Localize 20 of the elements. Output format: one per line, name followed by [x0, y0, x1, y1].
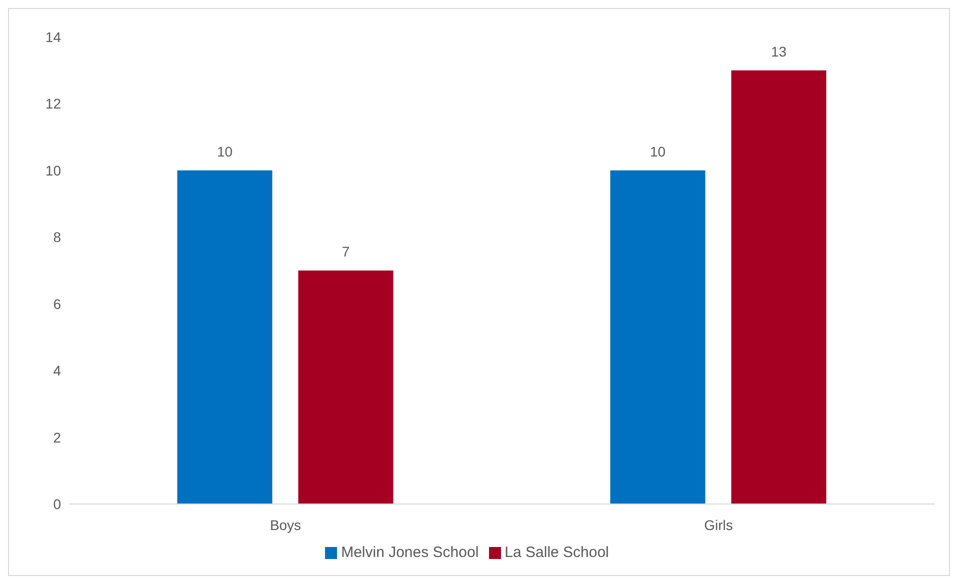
bar — [731, 70, 826, 504]
legend-label: La Salle School — [504, 544, 609, 561]
x-tick-label: Boys — [270, 516, 302, 533]
data-label: 10 — [650, 143, 666, 160]
y-tick-label: 8 — [53, 229, 62, 246]
y-tick-label: 14 — [45, 28, 62, 45]
data-label: 10 — [216, 143, 233, 160]
y-tick-label: 0 — [53, 496, 62, 512]
y-tick-label: 4 — [53, 362, 62, 379]
bar — [298, 270, 394, 504]
bar — [177, 170, 272, 504]
bar — [610, 170, 706, 504]
data-label: 7 — [342, 244, 350, 260]
y-tick-label: 12 — [45, 96, 62, 112]
x-tick-label: Girls — [704, 516, 733, 533]
y-tick-label: 6 — [53, 296, 62, 312]
y-tick-label: 10 — [45, 162, 62, 178]
data-label: 13 — [770, 43, 787, 60]
y-tick-label: 2 — [53, 429, 62, 446]
legend-label: Melvin Jones School — [341, 544, 479, 561]
